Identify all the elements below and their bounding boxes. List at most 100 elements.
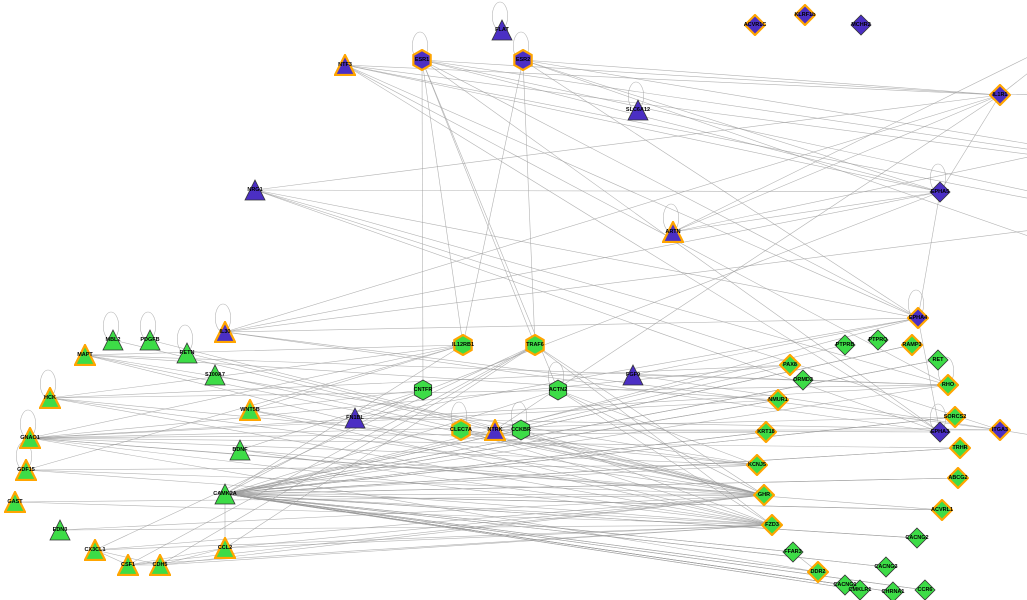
node-esr2[interactable]: ESR2: [512, 49, 534, 71]
node-cdh5[interactable]: CDH5: [149, 554, 171, 576]
node-klrf1b[interactable]: KLRF1b: [794, 4, 816, 26]
node-sorcs2[interactable]: SORCS2: [944, 406, 966, 428]
node-hck[interactable]: HCK: [39, 387, 61, 409]
edge: [422, 60, 1027, 193]
node-flat[interactable]: FLAT: [491, 19, 513, 41]
node-s100a7[interactable]: S100A7: [204, 364, 226, 386]
node-ghr[interactable]: GHR: [753, 484, 775, 506]
node-ret[interactable]: RET: [927, 349, 949, 371]
node-trhr[interactable]: TRHR: [949, 437, 971, 459]
node-artn[interactable]: ARTN: [662, 221, 684, 243]
node-nmur1[interactable]: NMUR1: [767, 389, 789, 411]
edge: [30, 432, 766, 438]
node-acvrl1[interactable]: ACVRL1: [931, 499, 953, 521]
triangle-icon: [491, 19, 513, 41]
node-cmklr1[interactable]: CMKLR1: [849, 579, 871, 600]
node-traf6[interactable]: TRAF6: [524, 334, 546, 356]
node-wnt5b[interactable]: WNT5B: [239, 399, 261, 421]
diamond-icon: [927, 349, 949, 371]
node-pdgfb[interactable]: PDGFB: [139, 329, 161, 351]
node-il1r1[interactable]: IL1R1: [989, 84, 1011, 106]
node-clec7a[interactable]: CLEC7A: [450, 419, 472, 441]
node-actn2[interactable]: ACTN2: [547, 379, 569, 401]
edge: [255, 190, 940, 192]
node-slc6a12[interactable]: SLC6A12: [627, 99, 649, 121]
node-fzd3[interactable]: FZD3: [761, 514, 783, 536]
edge: [918, 192, 940, 318]
edge: [558, 390, 757, 465]
triangle-icon: [204, 364, 226, 386]
edge-layer: [0, 0, 1027, 600]
node-krt18[interactable]: KRT18: [755, 421, 777, 443]
node-nrg1[interactable]: NRG1: [244, 179, 266, 201]
node-ntrk[interactable]: NTRK: [484, 419, 506, 441]
node-cntfr[interactable]: CNTFR: [412, 379, 434, 401]
node-chrna1[interactable]: CHRNA1: [882, 581, 904, 600]
node-mchr2[interactable]: MCHR2: [850, 14, 872, 36]
diamond-icon: [937, 374, 959, 396]
triangle-icon: [39, 387, 61, 409]
node-ormd2[interactable]: ORMD2: [792, 369, 814, 391]
node-camk2a[interactable]: CAMK2A: [214, 483, 236, 505]
diamond-icon: [834, 334, 856, 356]
node-gdf15[interactable]: GDF15: [15, 459, 37, 481]
node-ccr6[interactable]: CCR6: [914, 579, 936, 600]
node-epha5[interactable]: EPHA5: [929, 181, 951, 203]
edge: [225, 494, 917, 538]
node-csf1[interactable]: CSF1: [117, 554, 139, 576]
triangle-icon: [4, 491, 26, 513]
edge: [495, 95, 1000, 430]
node-ntf3[interactable]: NTF3: [334, 54, 356, 76]
diamond-icon: [782, 541, 804, 563]
node-fn1bl[interactable]: FN1BL: [344, 407, 366, 429]
triangle-icon: [84, 539, 106, 561]
node-mbl2[interactable]: MBL2: [102, 329, 124, 351]
diamond-icon: [761, 514, 783, 536]
triangle-icon: [214, 321, 236, 343]
edge: [255, 190, 918, 318]
diamond-icon: [901, 334, 923, 356]
diamond-icon: [753, 484, 775, 506]
node-kcnj5[interactable]: KCNJ5: [746, 454, 768, 476]
edge: [225, 332, 940, 432]
node-il12rb1[interactable]: IL12RB1: [452, 334, 474, 356]
node-fgf9[interactable]: FGF9: [622, 364, 644, 386]
edge: [345, 65, 1027, 193]
triangle-icon: [102, 329, 124, 351]
node-cacng2[interactable]: CACNG2: [906, 527, 928, 549]
node-il30[interactable]: IL30: [214, 321, 236, 343]
node-cckbr[interactable]: CCKBR: [510, 419, 532, 441]
node-gnao1[interactable]: GNAO1: [19, 427, 41, 449]
edge: [422, 60, 1000, 95]
node-rho[interactable]: RHO: [937, 374, 959, 396]
diamond-icon: [744, 14, 766, 36]
node-ptprb[interactable]: PTPRB: [834, 334, 856, 356]
edge: [26, 470, 764, 495]
edge: [422, 60, 423, 390]
node-esr1[interactable]: ESR1: [411, 49, 433, 71]
node-ffar3[interactable]: FFAR3: [782, 541, 804, 563]
node-epha4[interactable]: EPHA4: [907, 307, 929, 329]
node-edn3[interactable]: EDN3: [49, 519, 71, 541]
node-mapt[interactable]: MAPT: [74, 344, 96, 366]
node-cx3cl1[interactable]: CX3CL1: [84, 539, 106, 561]
diamond-icon: [944, 406, 966, 428]
node-ddr2[interactable]: DDR2: [807, 561, 829, 583]
node-cacng3[interactable]: CACNG3: [875, 556, 897, 578]
diamond-icon: [882, 581, 904, 600]
edge: [523, 60, 1027, 355]
node-acvr1c[interactable]: ACVR1C: [744, 14, 766, 36]
node-ptprq[interactable]: PTPRQ: [867, 329, 889, 351]
node-bdnf[interactable]: BDNF: [229, 439, 251, 461]
node-itga3[interactable]: ITGA3: [989, 419, 1011, 441]
diamond-icon: [792, 369, 814, 391]
network-graph: FLAT SLC6A12 NTF3 NRG1 IL30 FN1BL NTRK FGF9 ARTN…: [0, 0, 1027, 600]
node-gast[interactable]: GAST: [4, 491, 26, 513]
node-retn[interactable]: RETN: [176, 342, 198, 364]
node-ccl2[interactable]: CCL2: [214, 537, 236, 559]
node-ramp3[interactable]: RAMP3: [901, 334, 923, 356]
node-abcg2[interactable]: ABCG2: [947, 467, 969, 489]
triangle-icon: [662, 221, 684, 243]
diamond-icon: [931, 499, 953, 521]
triangle-icon: [49, 519, 71, 541]
